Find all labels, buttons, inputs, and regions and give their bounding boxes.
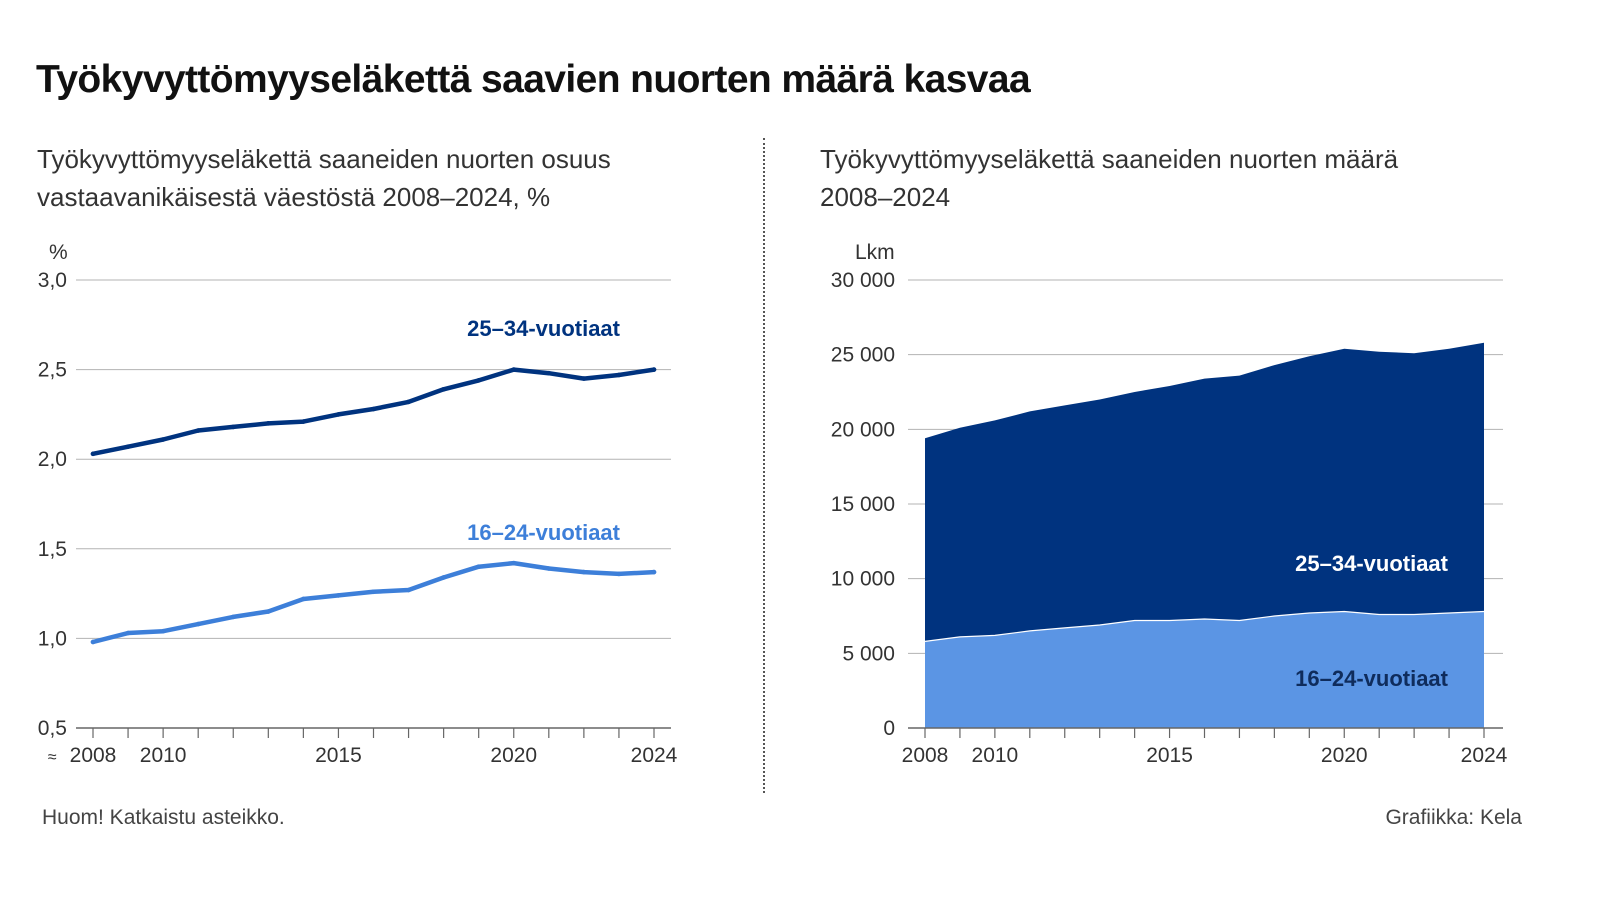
data-point <box>125 444 131 449</box>
series-line-25-34 <box>90 367 657 457</box>
data-point <box>160 437 166 442</box>
x-tick-label: 2024 <box>1461 744 1508 767</box>
area-16-24 <box>925 611 1484 728</box>
data-point <box>195 621 201 627</box>
data-point <box>546 370 552 376</box>
credit: Grafiikka: Kela <box>1385 806 1522 829</box>
area-chart-count: Lkm 0 5 000 10 000 15 000 20 000 25 000 30 000 2… <box>831 241 1508 767</box>
x-tick-label: 2015 <box>1146 744 1193 767</box>
data-point <box>651 367 657 372</box>
series-label-25-34: 25–34-vuotiaat <box>467 316 621 341</box>
data-point <box>230 614 236 620</box>
data-point <box>371 589 376 595</box>
series-label-16-24: 16–24-vuotiaat <box>467 520 621 545</box>
y-tick-label: 20 000 <box>831 418 895 441</box>
x-tick-label: 2008 <box>70 744 117 767</box>
data-point <box>336 593 341 598</box>
x-tick-label: 2020 <box>1321 744 1368 767</box>
data-point <box>651 569 657 575</box>
left-chart-title-line1: Työkyvyttömyyseläkettä saaneiden nuorten… <box>37 144 611 174</box>
x-tick-label: 2020 <box>490 744 537 767</box>
data-point <box>406 587 411 593</box>
page-title: Työkyvyttömyyseläkettä saavien nuorten m… <box>36 58 1031 101</box>
data-point <box>371 406 376 412</box>
left-chart-subtitle: Työkyvyttömyyseläkettä saaneiden nuorten… <box>37 140 737 216</box>
y-tick-label: 1,0 <box>38 627 67 650</box>
line-chart-share: % 0,5 1,0 1,5 2,0 2,5 3,0 2008 2010 2015 2020 2024 ≈… <box>38 241 678 767</box>
right-chart-subtitle: Työkyvyttömyyseläkettä saaneiden nuorten… <box>820 140 1520 216</box>
data-point <box>441 387 446 392</box>
left-chart-title-line2: vastaavanikäisestä väestöstä 2008–2024, … <box>37 182 551 212</box>
y-tick-label: 30 000 <box>831 269 895 292</box>
series-label-16-24: 16–24-vuotiaat <box>1295 666 1449 691</box>
data-point <box>266 421 271 426</box>
y-tick-label: 15 000 <box>831 493 895 516</box>
series-label-25-34: 25–34-vuotiaat <box>1295 551 1449 576</box>
y-tick-label: 3,0 <box>38 269 67 292</box>
x-tick-label: 2015 <box>315 744 362 767</box>
data-point <box>160 628 166 634</box>
data-point <box>301 419 306 424</box>
area-boundary-line <box>924 610 1485 642</box>
y-tick-label: 1,5 <box>38 538 67 561</box>
y-tick-label: 10 000 <box>831 568 895 591</box>
y-tick-label: 5 000 <box>842 642 895 665</box>
data-point <box>301 596 306 602</box>
data-point <box>476 564 481 570</box>
data-point <box>90 639 96 645</box>
data-point <box>581 376 587 381</box>
data-point <box>195 428 201 433</box>
x-tick-label: 2010 <box>140 744 187 767</box>
x-tick-label: 2024 <box>631 744 678 767</box>
y-tick-label: 2,0 <box>38 448 67 471</box>
data-point <box>406 399 411 405</box>
y-axis-unit: % <box>49 241 68 264</box>
data-point <box>266 609 271 614</box>
y-tick-label: 25 000 <box>831 344 895 367</box>
y-axis-unit: Lkm <box>855 241 895 264</box>
footnote: Huom! Katkaistu asteikko. <box>42 806 285 829</box>
data-point <box>546 566 552 571</box>
y-tick-label: 0 <box>883 717 895 740</box>
data-point <box>511 560 517 566</box>
data-point <box>90 451 96 457</box>
data-point <box>230 424 236 430</box>
data-point <box>476 378 481 383</box>
y-tick-label: 0,5 <box>38 717 67 740</box>
x-tick-label: 2008 <box>902 744 949 767</box>
data-point <box>125 630 131 636</box>
data-point <box>511 367 517 372</box>
data-point <box>441 575 446 580</box>
x-tick-label: 2010 <box>972 744 1019 767</box>
panel-divider <box>763 138 765 793</box>
right-chart-title-line2: 2008–2024 <box>820 182 951 212</box>
series-line-16-24 <box>90 560 657 645</box>
data-point <box>336 412 341 417</box>
data-point <box>581 569 587 575</box>
right-chart-title-line1: Työkyvyttömyyseläkettä saaneiden nuorten… <box>820 144 1399 174</box>
y-tick-label: 2,5 <box>38 359 67 382</box>
area-25-34 <box>925 342 1484 642</box>
axis-break-symbol: ≈ <box>48 749 57 766</box>
data-point <box>616 571 622 577</box>
data-point <box>616 372 622 378</box>
